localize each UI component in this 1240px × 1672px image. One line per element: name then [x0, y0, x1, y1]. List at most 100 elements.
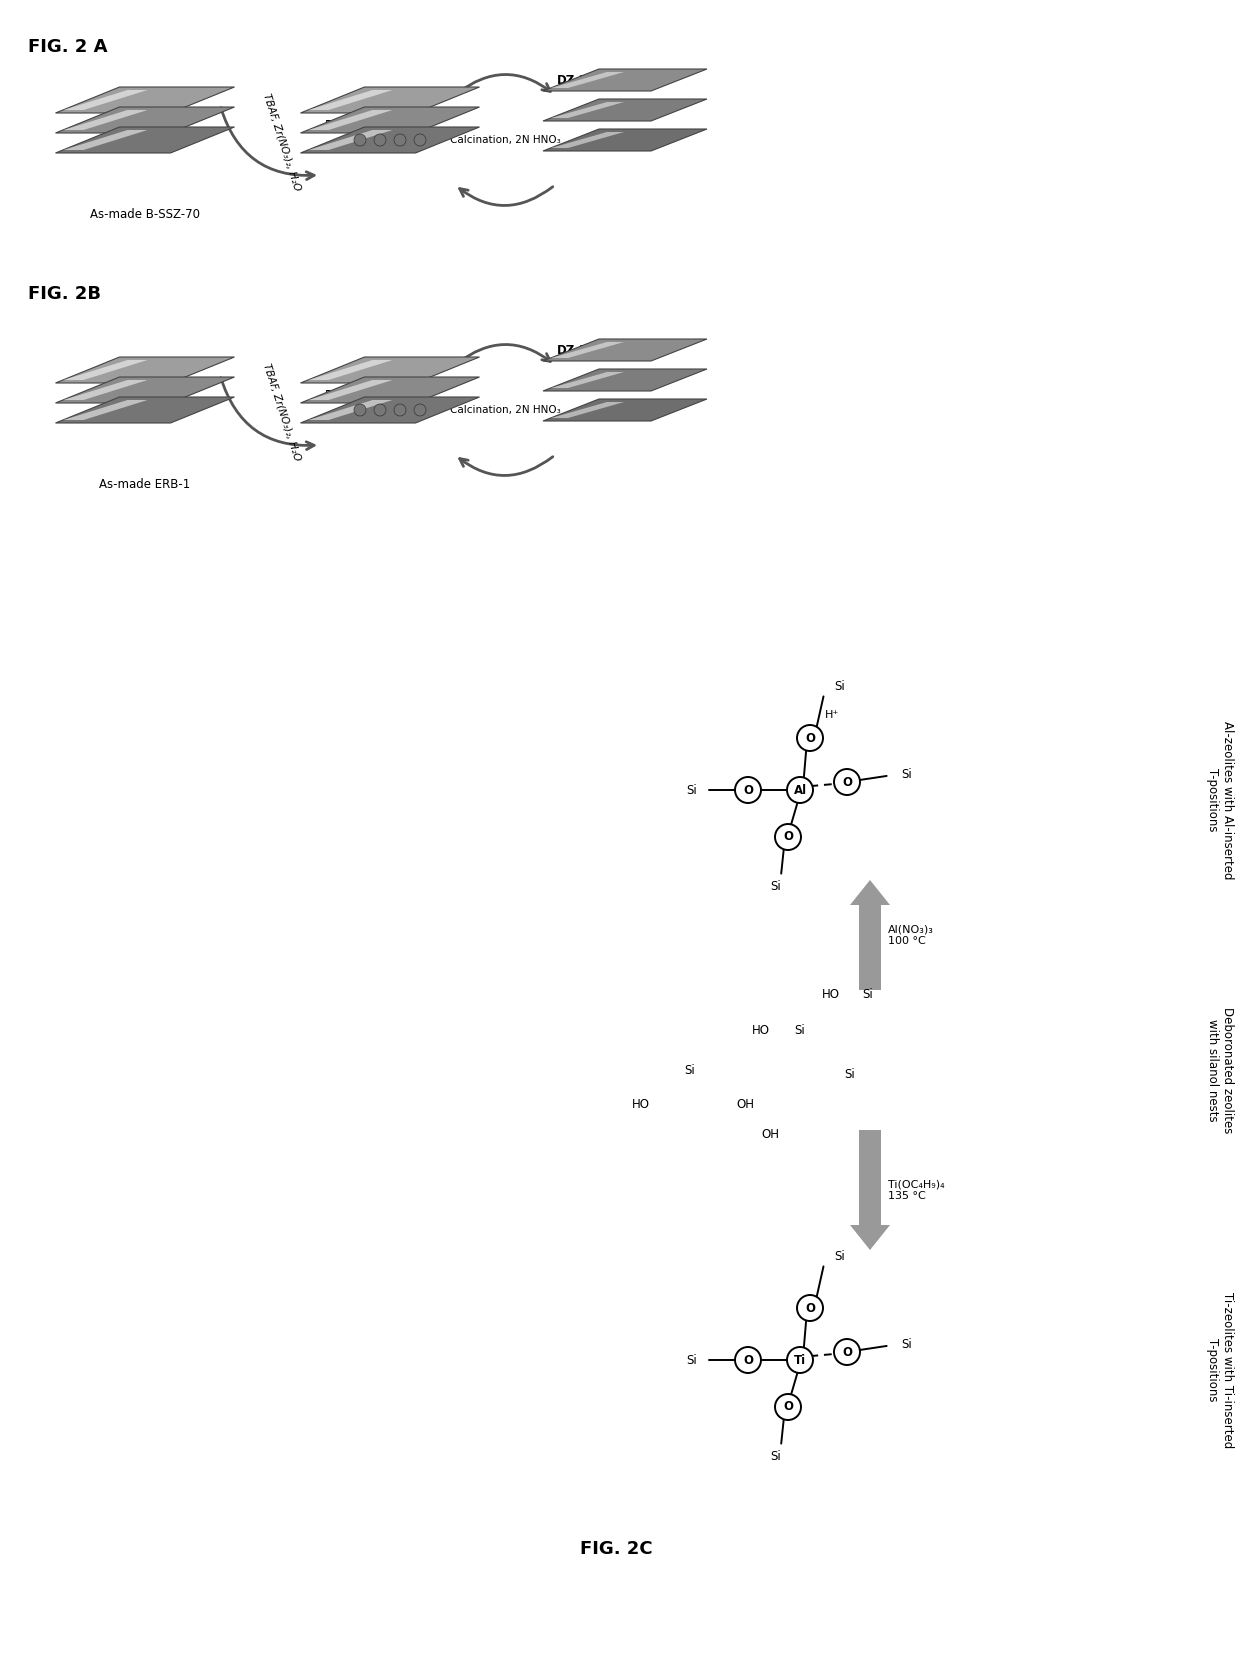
Polygon shape: [551, 371, 624, 388]
Text: Al(NO₃)₃
100 °C: Al(NO₃)₃ 100 °C: [888, 925, 934, 946]
Text: Al-zeolites with Al-inserted
T-positions: Al-zeolites with Al-inserted T-positions: [1207, 721, 1234, 879]
Text: As-made ERB-1: As-made ERB-1: [99, 478, 191, 492]
Polygon shape: [309, 130, 393, 150]
Polygon shape: [56, 376, 234, 403]
Polygon shape: [543, 129, 707, 150]
Text: Si: Si: [687, 784, 697, 796]
Polygon shape: [63, 110, 148, 130]
Circle shape: [394, 134, 405, 145]
Text: Ti: Ti: [794, 1354, 806, 1366]
Polygon shape: [551, 401, 624, 418]
Circle shape: [394, 405, 405, 416]
Polygon shape: [63, 400, 148, 420]
Polygon shape: [551, 132, 624, 149]
Circle shape: [374, 134, 386, 145]
Polygon shape: [309, 380, 393, 400]
Text: DZ-2(P): DZ-2(P): [325, 119, 370, 132]
Circle shape: [374, 405, 386, 416]
Text: Si: Si: [835, 1249, 846, 1262]
Text: TBAF, Zr(NO₃)₂, H₂O: TBAF, Zr(NO₃)₂, H₂O: [262, 363, 303, 461]
Polygon shape: [309, 90, 393, 110]
Text: O: O: [782, 831, 794, 843]
Polygon shape: [56, 127, 234, 154]
Polygon shape: [849, 879, 890, 990]
Polygon shape: [543, 99, 707, 120]
Polygon shape: [551, 102, 624, 119]
Polygon shape: [300, 107, 480, 134]
Text: O: O: [842, 1346, 852, 1358]
Text: Si: Si: [844, 1068, 856, 1082]
Text: TBAF, Zr(NO₃)₂, H₂O: TBAF, Zr(NO₃)₂, H₂O: [262, 92, 303, 192]
Text: Si: Si: [901, 767, 913, 781]
Polygon shape: [543, 370, 707, 391]
Polygon shape: [543, 69, 707, 90]
Circle shape: [735, 777, 761, 803]
Text: O: O: [842, 776, 852, 789]
Polygon shape: [63, 380, 148, 400]
Text: Si: Si: [795, 1023, 805, 1037]
Polygon shape: [56, 107, 234, 134]
Text: Al: Al: [794, 784, 806, 796]
Polygon shape: [300, 396, 480, 423]
Text: Si: Si: [770, 879, 781, 893]
Circle shape: [835, 769, 861, 794]
Circle shape: [414, 405, 427, 416]
Circle shape: [414, 134, 427, 145]
Polygon shape: [543, 339, 707, 361]
Polygon shape: [309, 110, 393, 130]
Text: Si: Si: [835, 679, 846, 692]
Polygon shape: [56, 358, 234, 383]
Polygon shape: [849, 1130, 890, 1251]
Text: O: O: [743, 784, 753, 796]
Text: Si: Si: [684, 1063, 696, 1077]
Text: O: O: [805, 1301, 815, 1314]
Polygon shape: [300, 358, 480, 383]
Text: Deboronated zeolites
with silanol nests: Deboronated zeolites with silanol nests: [1207, 1007, 1234, 1134]
Text: O: O: [743, 1354, 753, 1366]
Text: Si: Si: [770, 1450, 781, 1463]
Text: Si: Si: [687, 1354, 697, 1366]
Text: OH: OH: [761, 1129, 779, 1142]
Circle shape: [835, 1339, 861, 1364]
Text: FIG. 2 A: FIG. 2 A: [29, 38, 108, 55]
Polygon shape: [543, 400, 707, 421]
Text: DZ-2: DZ-2: [557, 74, 588, 87]
Text: O: O: [782, 1401, 794, 1413]
Polygon shape: [300, 376, 480, 403]
Polygon shape: [300, 127, 480, 154]
Text: Calcination, 2N HNO₃: Calcination, 2N HNO₃: [450, 405, 560, 415]
Circle shape: [353, 405, 366, 416]
Text: DZ-3: DZ-3: [557, 343, 588, 356]
Text: HO: HO: [822, 988, 839, 1002]
Text: DZ-3(P): DZ-3(P): [325, 388, 370, 401]
Circle shape: [775, 1394, 801, 1420]
Polygon shape: [56, 87, 234, 114]
Text: O: O: [805, 732, 815, 744]
Text: Si: Si: [863, 988, 873, 1002]
Polygon shape: [300, 87, 480, 114]
Polygon shape: [309, 400, 393, 420]
Text: Ti(OC₄H₉)₄
135 °C: Ti(OC₄H₉)₄ 135 °C: [888, 1179, 945, 1200]
Text: Si: Si: [901, 1338, 913, 1351]
Polygon shape: [551, 343, 624, 358]
Circle shape: [775, 824, 801, 849]
Circle shape: [735, 1348, 761, 1373]
Text: FIG. 2B: FIG. 2B: [29, 284, 100, 303]
Polygon shape: [56, 396, 234, 423]
Polygon shape: [63, 90, 148, 110]
Text: FIG. 2C: FIG. 2C: [580, 1540, 652, 1558]
Text: OH: OH: [737, 1099, 754, 1112]
Circle shape: [797, 1296, 823, 1321]
Circle shape: [787, 1348, 813, 1373]
Polygon shape: [63, 359, 148, 380]
Text: Calcination, 2N HNO₃: Calcination, 2N HNO₃: [450, 135, 560, 145]
Text: As-made B-SSZ-70: As-made B-SSZ-70: [91, 207, 200, 221]
Circle shape: [787, 777, 813, 803]
Text: HO: HO: [751, 1023, 770, 1037]
Polygon shape: [551, 72, 624, 89]
Circle shape: [353, 134, 366, 145]
Polygon shape: [63, 130, 148, 150]
Text: Ti-zeolites with Ti-inserted
T-positions: Ti-zeolites with Ti-inserted T-positions: [1207, 1292, 1234, 1448]
Text: HO: HO: [632, 1099, 650, 1112]
Text: H⁺: H⁺: [825, 711, 839, 721]
